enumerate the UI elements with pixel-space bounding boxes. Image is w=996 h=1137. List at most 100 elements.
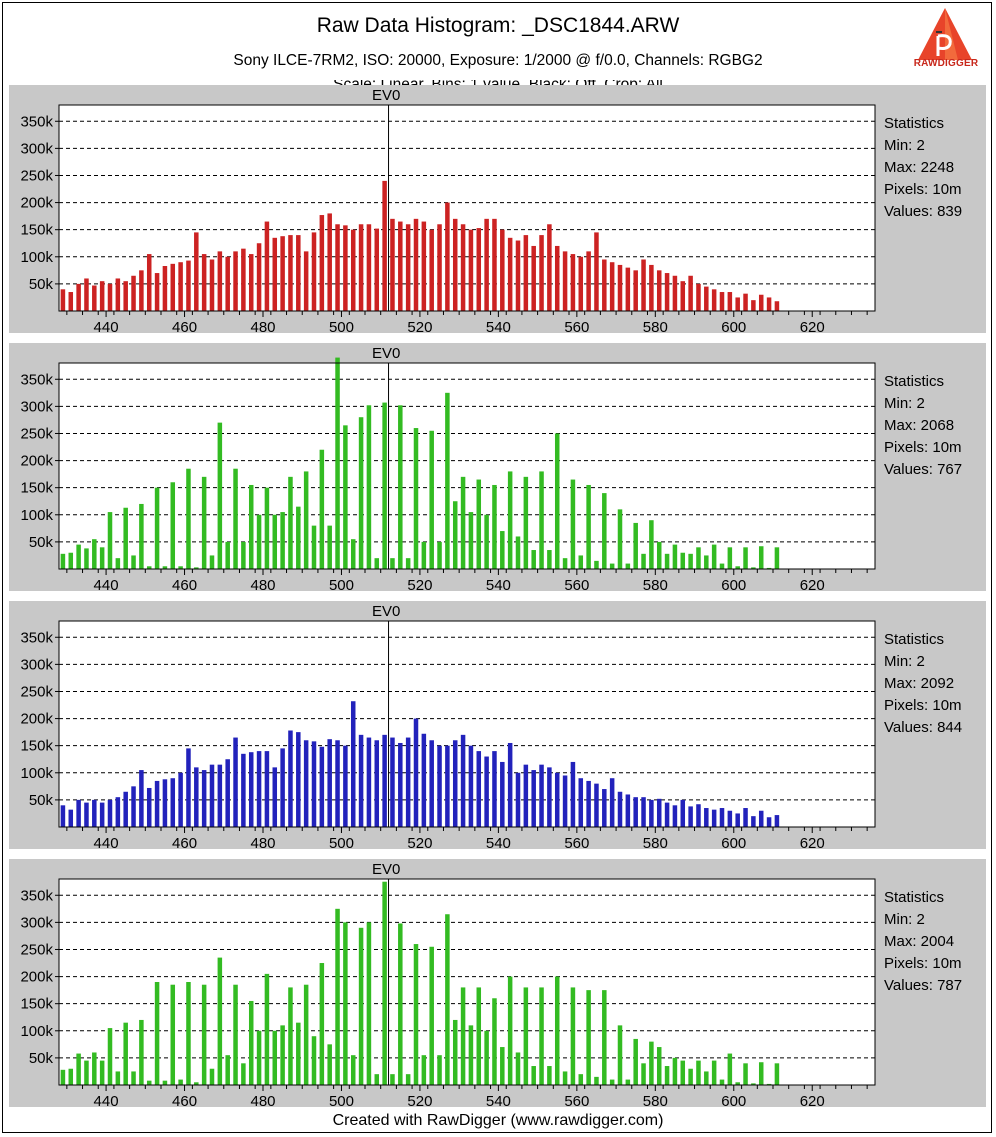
y-tick-label: 150k bbox=[20, 480, 53, 497]
y-tick-label: 350k bbox=[20, 371, 53, 388]
histogram-bar bbox=[131, 786, 136, 827]
histogram-bar bbox=[256, 243, 262, 311]
y-tick-label: 250k bbox=[20, 167, 53, 184]
histogram-bar bbox=[264, 751, 270, 827]
histogram-bar bbox=[390, 1074, 395, 1085]
histogram-bar bbox=[170, 984, 176, 1085]
x-tick-label: 600 bbox=[721, 1093, 746, 1107]
histogram-bar bbox=[507, 237, 513, 311]
x-tick-label: 580 bbox=[643, 835, 668, 849]
histogram-bar bbox=[743, 1063, 748, 1085]
histogram-bar bbox=[672, 1057, 678, 1085]
x-tick-label: 500 bbox=[329, 1093, 354, 1107]
histogram-bar bbox=[374, 558, 380, 569]
histogram-bar bbox=[217, 251, 223, 311]
x-tick-label: 540 bbox=[486, 835, 511, 849]
histogram-bar bbox=[766, 1083, 772, 1085]
histogram-bar bbox=[374, 228, 380, 311]
histogram-bar bbox=[194, 767, 199, 827]
stats-max: Max: 2004 bbox=[884, 933, 955, 950]
histogram-bar bbox=[735, 813, 740, 827]
histogram-bar bbox=[633, 797, 638, 827]
histogram-bar bbox=[170, 778, 176, 827]
settings-subtitle: Scale: Linear, Bins: 1 value, Black: Off… bbox=[0, 80, 996, 88]
y-tick-label: 100k bbox=[20, 507, 53, 524]
histogram-bar bbox=[241, 248, 246, 311]
histogram-bar bbox=[735, 1082, 740, 1085]
histogram-bar bbox=[484, 1030, 489, 1085]
stats-values: Values: 787 bbox=[884, 977, 963, 994]
histogram-bar bbox=[656, 541, 662, 569]
histogram-bar bbox=[413, 718, 419, 827]
histogram-bar bbox=[460, 987, 466, 1085]
histogram-bar bbox=[358, 734, 364, 827]
y-tick-label: 50k bbox=[29, 534, 54, 551]
histogram-bar bbox=[735, 297, 740, 311]
histogram-bar bbox=[539, 987, 544, 1085]
histogram-bar bbox=[500, 1047, 505, 1085]
histogram-bar bbox=[233, 737, 238, 827]
histogram-bar bbox=[531, 245, 536, 311]
x-tick-label: 520 bbox=[407, 577, 432, 591]
histogram-bar bbox=[507, 976, 513, 1085]
histogram-bar bbox=[358, 224, 364, 311]
histogram-bar bbox=[727, 1053, 733, 1085]
y-tick-label: 350k bbox=[20, 629, 53, 646]
histogram-bar bbox=[146, 254, 152, 311]
histogram-bar bbox=[719, 808, 725, 827]
x-tick-label: 600 bbox=[721, 319, 746, 333]
histogram-bar bbox=[398, 405, 403, 569]
histogram-chart-green2: 50k 100k 150k 200k 250k 300k 350k 440 460 480 500 5… bbox=[20, 878, 876, 1107]
histogram-bar bbox=[617, 509, 623, 569]
histogram-bar bbox=[515, 240, 521, 311]
histogram-bar bbox=[445, 745, 450, 827]
histogram-bar bbox=[327, 213, 332, 311]
histogram-bar bbox=[170, 263, 176, 311]
histogram-bar bbox=[178, 262, 183, 311]
histogram-bar bbox=[602, 259, 607, 311]
histogram-bar bbox=[500, 531, 505, 569]
histogram-bar bbox=[492, 751, 497, 827]
plot-border bbox=[58, 362, 876, 570]
y-tick-label: 250k bbox=[20, 941, 53, 958]
stats-values: Values: 844 bbox=[884, 719, 963, 736]
histogram-bar bbox=[382, 881, 387, 1085]
histogram-bar bbox=[225, 256, 230, 311]
histogram-bar bbox=[476, 479, 482, 569]
stats-pixels: Pixels: 10m bbox=[884, 955, 962, 972]
histogram-bar bbox=[649, 520, 654, 569]
histogram-bar bbox=[594, 232, 599, 311]
y-tick-label: 150k bbox=[20, 222, 53, 239]
y-tick-label: 50k bbox=[29, 276, 54, 293]
histogram-panel-green: 50k 100k 150k 200k 250k 300k 350k 440 460 480 500 5… bbox=[9, 343, 986, 591]
histogram-bar bbox=[751, 300, 756, 311]
x-tick-label: 460 bbox=[172, 1093, 197, 1107]
histogram-bar bbox=[688, 275, 693, 311]
histogram-bar bbox=[68, 292, 74, 311]
histogram-bar bbox=[225, 759, 230, 827]
histogram-bar bbox=[405, 224, 411, 311]
histogram-bar bbox=[233, 468, 238, 569]
histogram-bar bbox=[617, 264, 623, 311]
ev0-label: EV0 bbox=[372, 87, 401, 104]
histogram-bar bbox=[76, 1053, 81, 1085]
histogram-bar bbox=[429, 430, 434, 569]
histogram-bar bbox=[139, 270, 144, 311]
histogram-bar bbox=[154, 487, 160, 569]
histogram-bar bbox=[241, 1063, 246, 1085]
histogram-bar bbox=[743, 293, 748, 311]
histogram-bar bbox=[272, 237, 278, 311]
histogram-bar bbox=[60, 1069, 66, 1085]
y-tick-label: 300k bbox=[20, 914, 53, 931]
histogram-bar bbox=[366, 922, 372, 1085]
histogram-bar bbox=[350, 229, 356, 311]
histogram-bar bbox=[350, 539, 356, 569]
histogram-bar bbox=[500, 229, 505, 311]
histogram-bar bbox=[688, 806, 693, 827]
histogram-bar bbox=[201, 770, 207, 827]
histogram-bar bbox=[76, 283, 81, 311]
histogram-bar bbox=[570, 987, 576, 1085]
histogram-bar bbox=[547, 224, 552, 311]
histogram-bar bbox=[123, 1022, 128, 1085]
histogram-bar bbox=[429, 946, 434, 1085]
